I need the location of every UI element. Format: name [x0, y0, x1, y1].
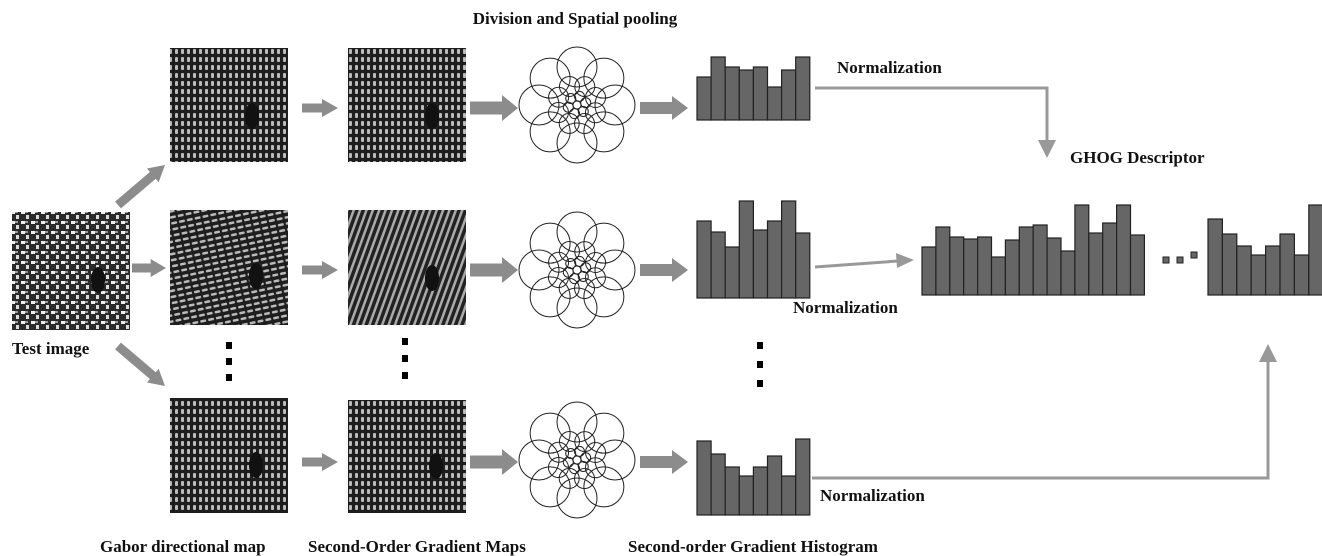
caption: Second-Order Gradient Maps: [308, 537, 526, 556]
defect: [249, 263, 263, 289]
caption: Gabor directional map: [100, 537, 266, 556]
normalization-label: Normalization: [837, 58, 942, 77]
hist-bar: [768, 87, 782, 120]
defect: [429, 453, 443, 479]
hist-bar: [725, 467, 739, 515]
descriptor-label: GHOG Descriptor: [1070, 148, 1205, 167]
hist-bar: [768, 221, 782, 298]
pool-circle: [548, 103, 568, 123]
hist-bar: [725, 247, 739, 298]
defect: [425, 265, 439, 291]
block-arrow: [470, 257, 518, 283]
pool-circle: [548, 458, 568, 478]
hist-bar: [739, 476, 753, 515]
ellipsis-dots: [226, 338, 763, 387]
hist-bar: [768, 456, 782, 515]
normalization-label: Normalization: [793, 298, 898, 317]
hist-bar: [1294, 255, 1308, 295]
pool-circle: [548, 268, 568, 288]
hist-bar: [1103, 223, 1117, 295]
hist-bar: [796, 233, 810, 298]
pool-circle: [573, 101, 581, 109]
pool-circle: [586, 442, 606, 462]
hist-bar: [753, 67, 767, 120]
block-arrow: [470, 95, 518, 121]
hist-bar: [1075, 205, 1089, 295]
hist-bar: [697, 441, 711, 515]
hist-bar: [753, 467, 767, 515]
hist-bar: [782, 70, 796, 120]
block-arrow: [302, 453, 338, 471]
hist-bar: [1266, 246, 1280, 295]
block-arrow: [112, 158, 171, 212]
hist-bar: [711, 57, 725, 120]
hist-bar: [1117, 205, 1131, 295]
pool-circle: [586, 87, 606, 107]
hist-bar: [739, 70, 753, 120]
histograms: [697, 57, 1322, 515]
defect: [249, 452, 263, 478]
hist-bar: [782, 201, 796, 298]
hist-bar: [1309, 205, 1322, 295]
hist-bar: [922, 247, 936, 295]
hist-bar: [1033, 225, 1047, 295]
pool-circle: [586, 252, 606, 272]
defect: [245, 103, 259, 129]
defect: [425, 103, 439, 129]
hist-bar: [1251, 255, 1265, 295]
hist-bar: [1019, 227, 1033, 295]
block-arrow: [640, 258, 688, 282]
hist-bar: [782, 476, 796, 515]
pooling-label: Division and Spatial pooling: [473, 9, 678, 28]
hist-bar: [1131, 235, 1145, 295]
defect: [91, 267, 105, 293]
hist-bar: [1047, 238, 1061, 295]
gradient-map: [348, 400, 466, 513]
block-arrow: [302, 99, 338, 117]
hist-bar: [950, 237, 964, 295]
hist-bar: [936, 227, 950, 295]
hist-bar: [711, 454, 725, 515]
block-arrow: [640, 450, 688, 474]
hist-bar: [964, 239, 978, 295]
gabor-map: [170, 398, 288, 513]
hist-bar: [1005, 240, 1019, 295]
gradient-map: [348, 48, 466, 162]
hist-bar: [697, 77, 711, 120]
pooling-circles: [519, 47, 635, 518]
hist-bar: [753, 230, 767, 298]
hist-bar: [1089, 233, 1103, 295]
hist-bar: [725, 67, 739, 120]
block-arrow: [302, 261, 338, 279]
test-image: [12, 212, 130, 330]
normalization-label: Normalization: [820, 486, 925, 505]
diagram: Division and Spatial pooling Test image …: [0, 0, 1322, 556]
hist-bar: [1061, 251, 1075, 295]
hist-bar: [1237, 246, 1251, 295]
hist-bar: [1222, 234, 1236, 295]
hist-bar: [1280, 234, 1294, 295]
maps: [170, 48, 466, 513]
hist-bar: [739, 201, 753, 298]
caption: Second-order Gradient Histogram: [628, 537, 878, 556]
gabor-map: [170, 48, 288, 162]
hist-bar: [992, 257, 1006, 295]
ellipsis-squares: [1163, 252, 1197, 263]
gradient-map: [348, 210, 466, 325]
hist-bar: [1208, 219, 1222, 295]
block-arrow: [112, 339, 171, 393]
block-arrow: [640, 96, 688, 120]
hist-bar: [711, 232, 725, 298]
block-arrow: [132, 259, 166, 277]
hist-bar: [697, 221, 711, 298]
hist-bar: [796, 57, 810, 120]
hist-bar: [978, 237, 992, 295]
input-label: Test image: [12, 339, 90, 358]
gabor-map: [170, 210, 288, 325]
hist-bar: [796, 439, 810, 515]
pool-circle: [573, 266, 581, 274]
pool-circle: [573, 456, 581, 464]
block-arrow: [470, 449, 518, 475]
